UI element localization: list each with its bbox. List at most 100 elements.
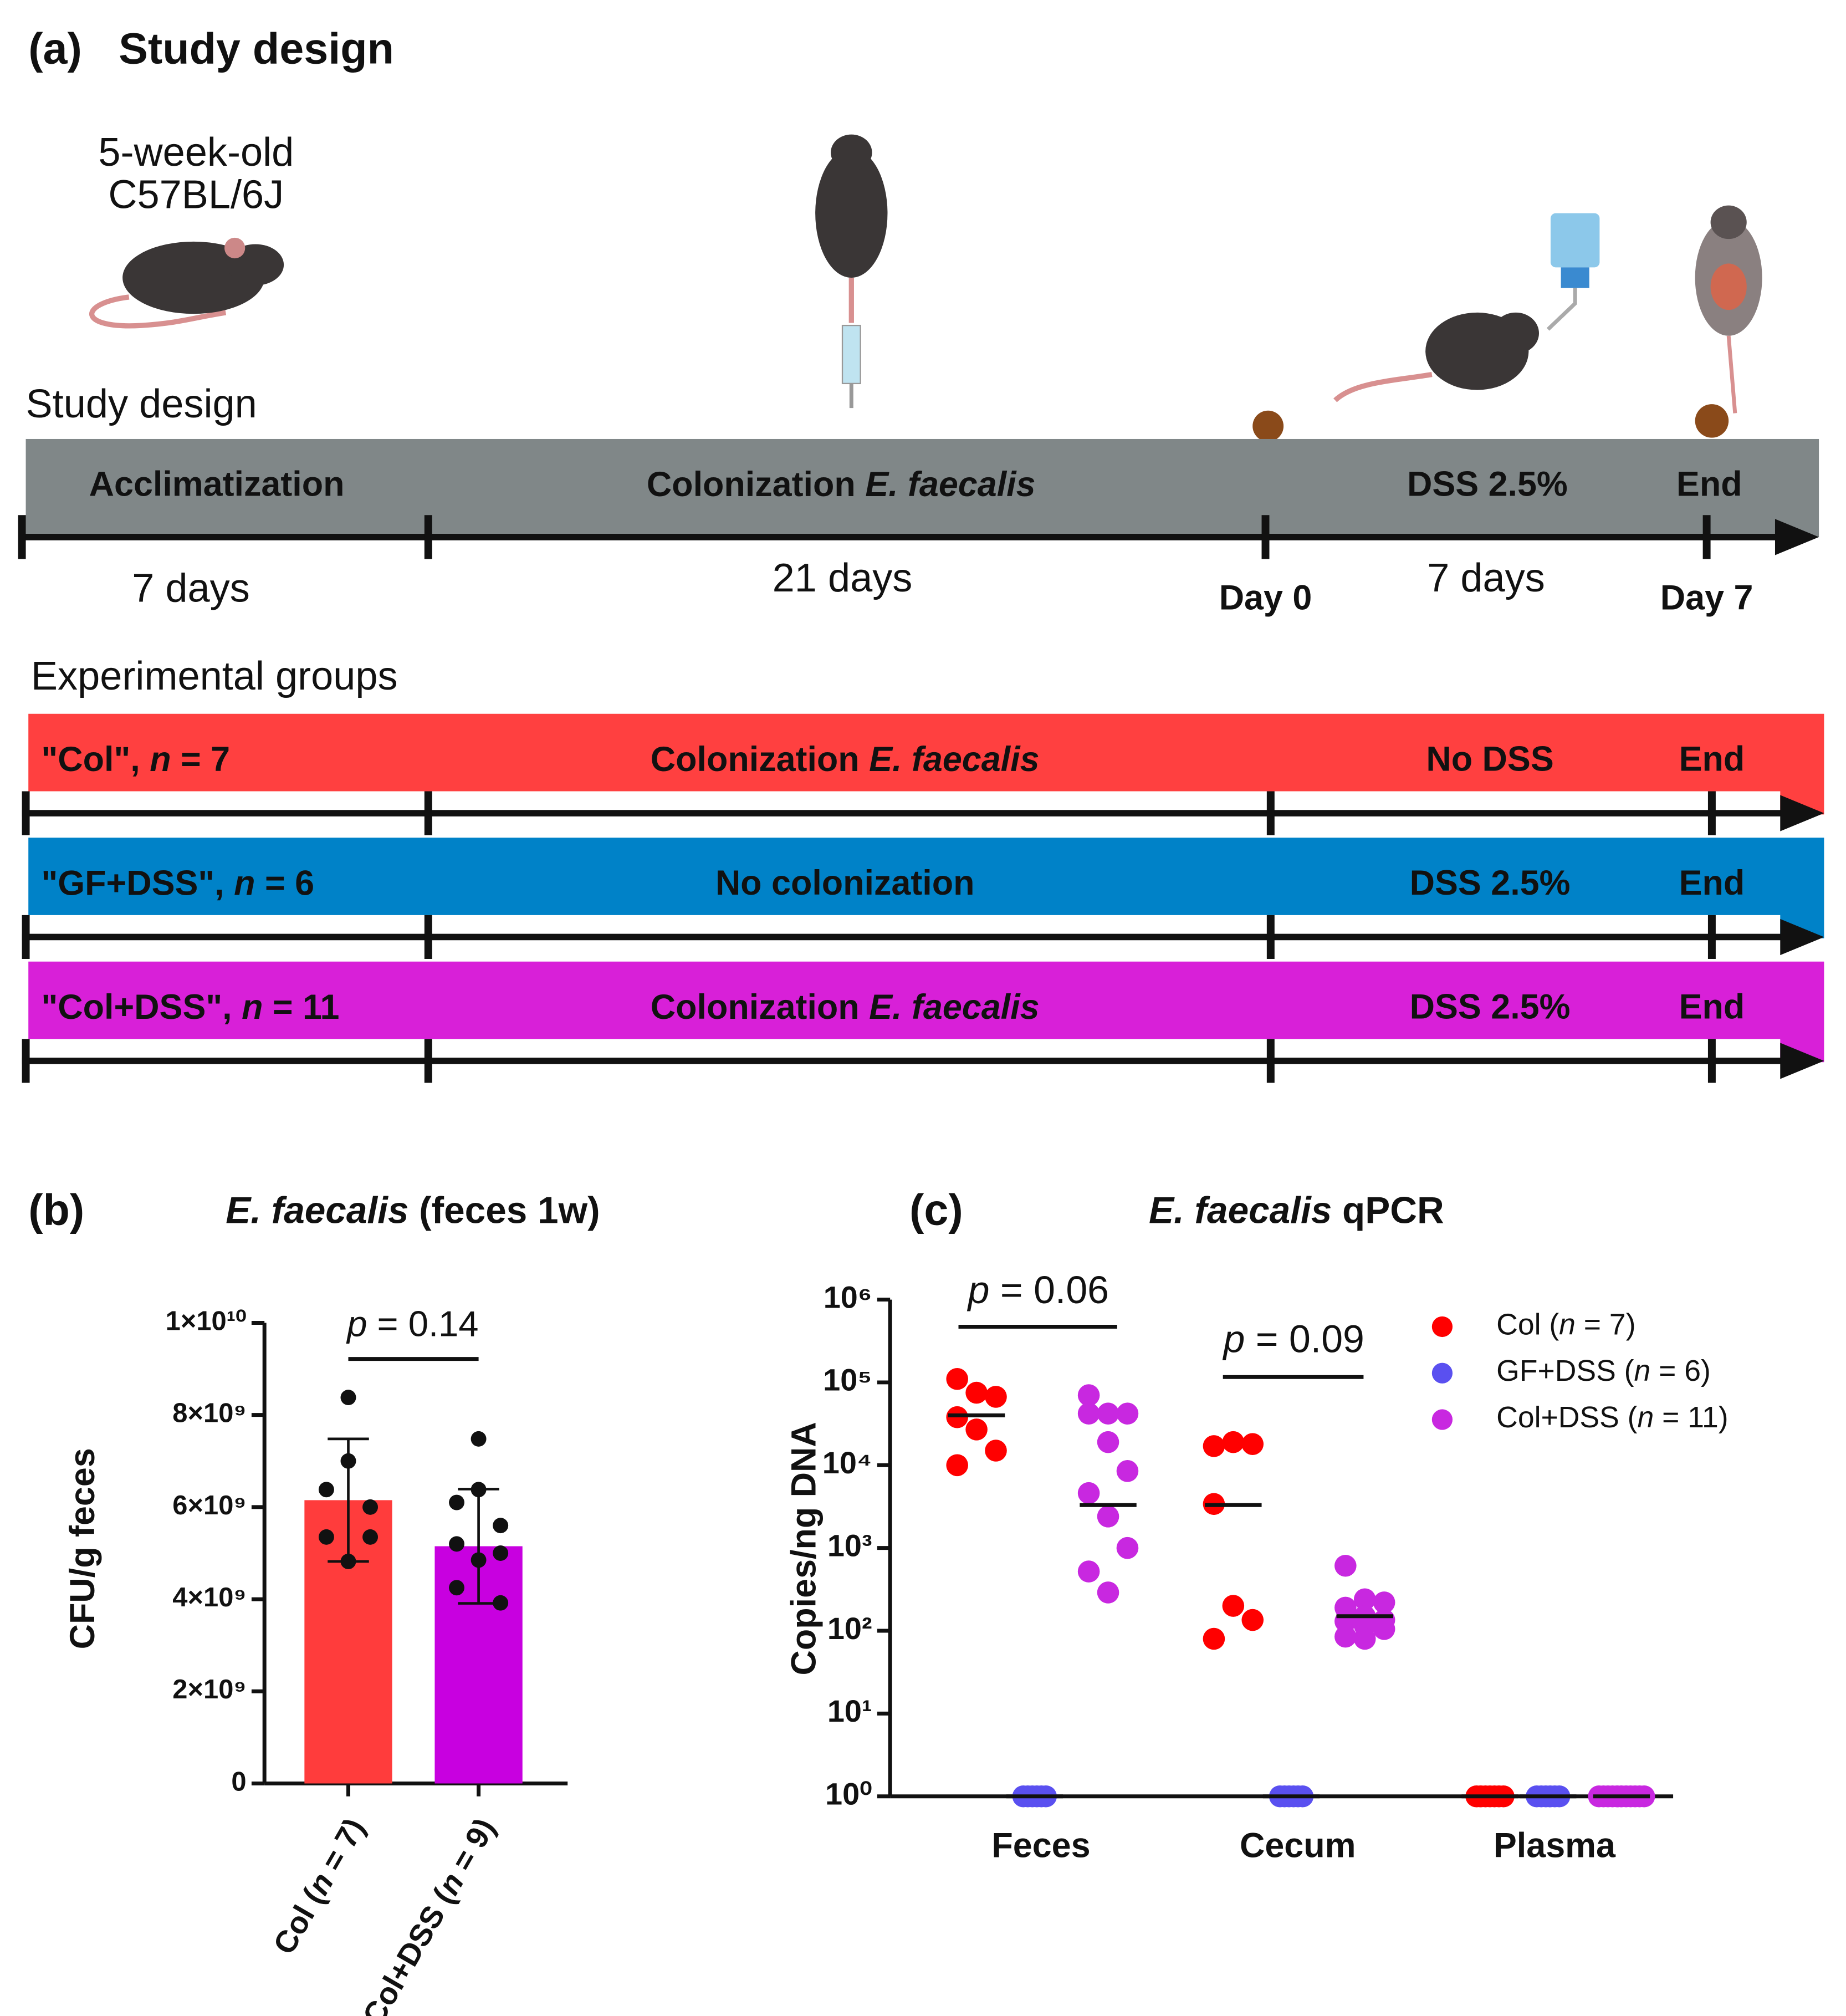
data-point [1097,1402,1119,1425]
y-tick-label: 8×10⁹ [172,1399,246,1428]
p-value: p = 0.09 [1223,1318,1364,1361]
x-tick-label: Feces [991,1826,1090,1865]
arrow-head [1775,519,1819,555]
y-tick-label: 4×10⁹ [172,1583,246,1612]
group-phase: End [1679,739,1745,778]
feces-icon [1252,410,1284,442]
data-point [1222,1595,1245,1617]
text-span: Colonization [651,739,869,778]
data-point [1353,1627,1376,1650]
text-span: p [967,1268,990,1311]
y-tick-label: 10³ [827,1528,872,1563]
groups-heading: Experimental groups [31,654,398,698]
text-span: GF+DSS ( [1496,1355,1634,1387]
group-name: "Col", n = 7 [41,739,230,778]
data-point [1116,1460,1139,1482]
text-span: = 0.06 [990,1268,1109,1311]
duration-label: 7 days [1427,556,1545,600]
text-span: = 11) [1654,1401,1728,1434]
day-label: Day 0 [1219,579,1312,617]
group-phase: DSS 2.5% [1410,864,1571,902]
data-point [1077,1384,1100,1406]
mouse-label: C57BL/6J [108,173,284,217]
text-span: E. faecalis [869,987,1039,1026]
text-span: p [346,1304,367,1344]
bottle-icon [1546,213,1600,331]
data-point [449,1536,464,1552]
y-axis-label: CFU/g feces [63,1448,102,1649]
x-tick-label: Col+DSS (n = 9) [355,1812,502,2016]
feces-icon [1695,404,1729,438]
text-span: n [1559,1309,1576,1341]
chart-title: E. faecalis qPCR [1149,1190,1444,1231]
data-point [1334,1554,1357,1577]
text-span: n [1637,1401,1654,1434]
data-point [965,1381,988,1404]
chart-title: E. faecalis (feces 1w) [226,1190,600,1231]
text-span: = 0.14 [367,1304,478,1344]
mouse-icon [89,237,284,329]
text-span: Colonization [647,465,865,504]
text-span: "GF+DSS", [41,864,234,902]
timeline-heading: Study design [26,382,257,426]
text-span: = 11 [263,987,339,1026]
y-tick-label: 10⁰ [825,1777,872,1811]
data-point [471,1482,487,1498]
text-span: p [1223,1318,1245,1361]
group-phase: No DSS [1426,739,1553,778]
duration-label: 7 days [132,566,250,611]
mouse-label: 5-week-old [98,130,294,175]
group-bar [28,838,1824,938]
data-point [1241,1609,1264,1631]
text-span: = 6 [255,864,315,902]
data-point [1203,1627,1225,1650]
p-value: p = 0.14 [346,1304,478,1344]
legend-marker [1431,1409,1453,1430]
text-span: E. faecalis [865,465,1035,504]
mouse-icon [1695,205,1762,414]
y-tick-label: 10⁶ [824,1279,872,1314]
legend-label: Col+DSS (n = 11) [1496,1401,1728,1434]
data-point [471,1552,487,1568]
data-point [965,1418,988,1441]
data-point [493,1545,509,1561]
data-point [340,1390,356,1406]
data-point [946,1454,968,1477]
phase-label: End [1676,465,1742,504]
y-tick-label: 0 [231,1767,246,1796]
data-point [985,1386,1007,1408]
group-bar [28,713,1824,815]
arrow-head [1780,918,1824,956]
data-point [1077,1560,1100,1583]
panel-letter: (c) [909,1185,963,1234]
y-tick-label: 10⁴ [822,1445,872,1480]
data-point [493,1595,509,1611]
text-span: = 7) [1576,1309,1636,1341]
p-value: p = 0.06 [967,1268,1109,1311]
data-point [1334,1625,1357,1648]
mouse-icon [815,134,888,409]
phase-label: Colonization E. faecalis [647,465,1036,504]
data-point [318,1529,334,1545]
text-span: n [234,864,255,902]
text-span: n [242,987,263,1026]
group-phase: No colonization [715,864,975,902]
legend-label: Col (n = 7) [1496,1309,1635,1341]
mouse-icon [1333,312,1539,402]
text-span: = 0.09 [1245,1318,1364,1361]
data-point [340,1553,356,1569]
group-phase: End [1679,864,1745,902]
text-span: "Col", [41,739,150,778]
text-span: (feces 1w) [408,1190,600,1231]
y-tick-label: 10⁵ [823,1362,872,1397]
data-point [471,1431,487,1447]
data-point [1222,1431,1245,1453]
text-span: n [150,739,171,778]
group-name: "GF+DSS", n = 6 [41,864,314,902]
data-point [362,1499,379,1515]
group-phase: End [1679,987,1745,1026]
data-point [340,1453,356,1469]
duration-label: 21 days [773,556,913,600]
